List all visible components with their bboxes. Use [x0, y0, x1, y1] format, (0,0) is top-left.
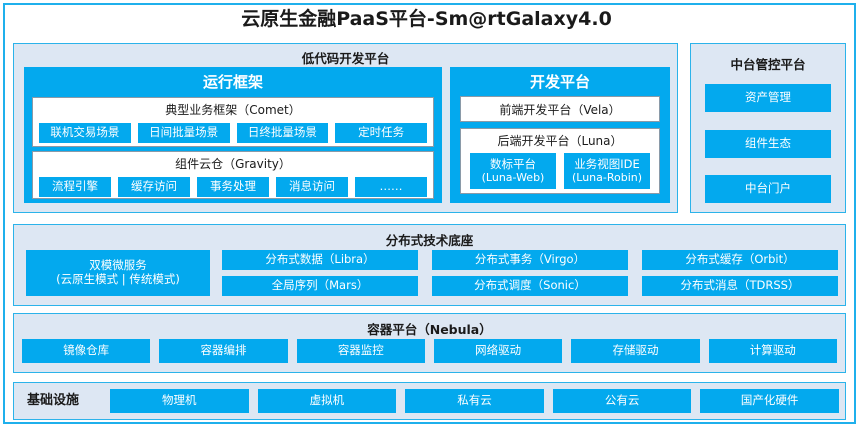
gravity-component-cloud-box: 组件云仓（Gravity） 流程引擎 缓存访问 事务处理 消息访问 …… — [32, 151, 434, 199]
runtime-framework-group: 运行框架 典型业务框架（Comet） 联机交易场景 日间批量场景 日终批量场景 … — [24, 67, 442, 203]
chip-distributed-scheduling-sonic[interactable]: 分布式调度（Sonic） — [432, 276, 628, 296]
distributed-base-title: 分布式技术底座 — [385, 233, 474, 248]
page-title: 云原生金融PaaS平台-Sm@rtGalaxy4.0 — [241, 8, 612, 30]
chip-luna-web-line1: 数标平台 — [490, 156, 536, 171]
chip-intraday-batch[interactable]: 日间批量场景 — [137, 123, 230, 143]
chip-asset-management[interactable]: 资产管理 — [705, 84, 831, 112]
chip-distributed-data-libra[interactable]: 分布式数据（Libra） — [222, 250, 418, 270]
chip-physical-machine[interactable]: 物理机 — [110, 389, 249, 413]
chip-luna-robin-line1: 业务视图IDE — [574, 156, 640, 171]
chip-dual-mode-microservice[interactable]: 双模微服务 (云原生模式 | 传统模式) — [26, 250, 210, 296]
low-code-platform-title: 低代码开发平台 — [301, 51, 390, 66]
chip-container-orchestration[interactable]: 容器编排 — [159, 339, 288, 363]
chip-more[interactable]: …… — [355, 177, 427, 197]
chip-luna-robin[interactable]: 业务视图IDE (Luna-Robin) — [564, 153, 650, 189]
distributed-technology-base-panel: 分布式技术底座 双模微服务 (云原生模式 | 传统模式) 分布式数据（Libra… — [13, 224, 846, 306]
chip-storage-driver[interactable]: 存储驱动 — [571, 339, 700, 363]
chip-global-sequence-mars[interactable]: 全局序列（Mars） — [222, 276, 418, 296]
distributed-column-cache: 分布式缓存（Orbit） 分布式消息（TDRSS） — [642, 250, 838, 302]
chip-middle-platform-portal[interactable]: 中台门户 — [705, 175, 831, 203]
comet-business-framework-box: 典型业务框架（Comet） 联机交易场景 日间批量场景 日终批量场景 定时任务 — [32, 97, 434, 147]
chip-luna-robin-line2: (Luna-Robin) — [571, 171, 643, 185]
chip-distributed-cache-orbit[interactable]: 分布式缓存（Orbit） — [642, 250, 838, 270]
vela-title: 前端开发平台（Vela） — [499, 102, 621, 117]
dual-mode-line2: (云原生模式 | 传统模式) — [56, 272, 180, 286]
chip-luna-web-line2: (Luna-Web) — [481, 171, 545, 185]
luna-backend-platform-box: 后端开发平台（Luna） 数标平台 (Luna-Web) 业务视图IDE (Lu… — [460, 128, 660, 194]
chip-container-monitoring[interactable]: 容器监控 — [296, 339, 425, 363]
chip-compute-driver[interactable]: 计算驱动 — [708, 339, 837, 363]
chip-virtual-machine[interactable]: 虚拟机 — [257, 389, 397, 413]
infrastructure-panel: 基础设施 物理机 虚拟机 私有云 公有云 国产化硬件 — [13, 382, 846, 420]
chip-transaction-processing[interactable]: 事务处理 — [197, 177, 269, 197]
chip-eod-batch[interactable]: 日终批量场景 — [236, 123, 329, 143]
runtime-framework-heading: 运行框架 — [202, 73, 263, 91]
middle-platform-panel: 中台管控平台 资产管理 组件生态 中台门户 — [690, 43, 846, 213]
chip-process-engine[interactable]: 流程引擎 — [39, 177, 111, 197]
chip-online-transaction[interactable]: 联机交易场景 — [39, 123, 131, 143]
chip-message-access[interactable]: 消息访问 — [276, 177, 348, 197]
comet-title: 典型业务框架（Comet） — [165, 103, 301, 117]
low-code-platform-panel: 低代码开发平台 运行框架 典型业务框架（Comet） 联机交易场景 日间批量场景… — [13, 43, 678, 213]
chip-domestic-hardware[interactable]: 国产化硬件 — [700, 389, 839, 413]
vela-frontend-platform-box: 前端开发平台（Vela） — [460, 96, 660, 122]
container-platform-title: 容器平台（Nebula） — [367, 322, 492, 337]
chip-scheduled-task[interactable]: 定时任务 — [335, 123, 427, 143]
chip-cache-access[interactable]: 缓存访问 — [118, 177, 190, 197]
chip-private-cloud[interactable]: 私有云 — [405, 389, 544, 413]
chip-luna-web[interactable]: 数标平台 (Luna-Web) — [470, 153, 556, 189]
distributed-column-data: 分布式数据（Libra） 全局序列（Mars） — [222, 250, 418, 302]
development-platform-group: 开发平台 前端开发平台（Vela） 后端开发平台（Luna） 数标平台 (Lun… — [450, 67, 670, 203]
gravity-title: 组件云仓（Gravity） — [175, 157, 291, 171]
chip-network-driver[interactable]: 网络驱动 — [433, 339, 563, 363]
container-platform-panel: 容器平台（Nebula） 镜像仓库 容器编排 容器监控 网络驱动 存储驱动 计算… — [13, 313, 846, 373]
chip-component-ecosystem[interactable]: 组件生态 — [705, 130, 831, 158]
middle-platform-title: 中台管控平台 — [730, 57, 806, 72]
chip-distributed-transaction-virgo[interactable]: 分布式事务（Virgo） — [432, 250, 628, 270]
infrastructure-label: 基础设施 — [27, 393, 80, 408]
dual-mode-line1: 双模微服务 — [89, 258, 147, 273]
chip-public-cloud[interactable]: 公有云 — [552, 389, 692, 413]
chip-image-registry[interactable]: 镜像仓库 — [22, 339, 151, 363]
development-platform-heading: 开发平台 — [529, 73, 590, 91]
chip-distributed-message-tdrss[interactable]: 分布式消息（TDRSS） — [642, 276, 838, 296]
luna-title: 后端开发平台（Luna） — [497, 134, 623, 148]
distributed-column-transaction: 分布式事务（Virgo） 分布式调度（Sonic） — [432, 250, 628, 302]
